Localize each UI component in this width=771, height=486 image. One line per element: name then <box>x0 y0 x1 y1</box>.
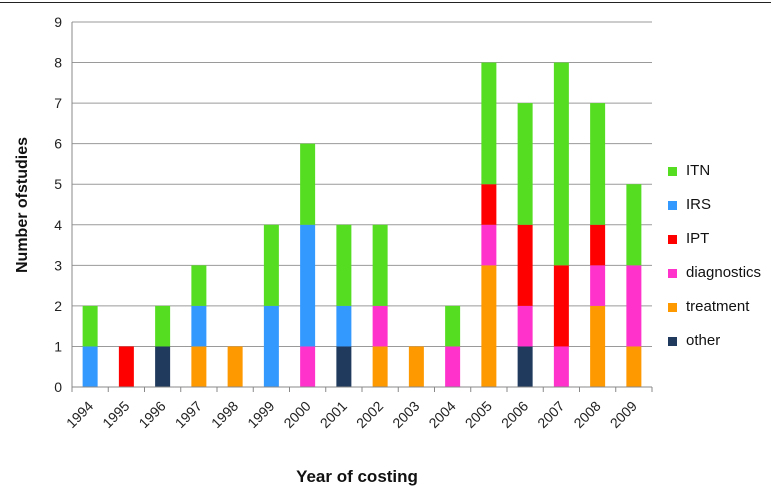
bar-1998-treatment <box>227 346 243 387</box>
bar-2008-ipt <box>590 224 606 266</box>
legend-swatch-irs <box>668 201 677 210</box>
bar-1995-ipt <box>118 346 134 387</box>
y-tick-label-8: 8 <box>54 55 62 71</box>
legend-swatch-itn <box>668 167 677 176</box>
bar-2003-treatment <box>408 346 424 387</box>
bar-2005-treatment <box>481 265 497 387</box>
x-axis-title: Year of costing <box>296 467 418 486</box>
legend-swatch-other <box>668 337 677 346</box>
bar-1994-irs <box>82 346 98 387</box>
bar-1999-itn <box>263 224 279 306</box>
bar-2006-itn <box>517 103 533 225</box>
legend-label-other: other <box>686 332 721 349</box>
legend-label-itn: ITN <box>686 162 711 179</box>
legend-label-diagnostics: diagnostics <box>686 264 762 281</box>
y-axis-title: Number ofstudies <box>14 137 31 273</box>
y-tick-labels: 0 1 2 3 4 5 6 7 8 9 <box>54 14 62 395</box>
bar-1996-other <box>155 346 171 387</box>
x-tick-label-2004: 2004 <box>425 398 458 431</box>
bar-1996-itn <box>155 305 171 347</box>
bar-2000-irs <box>300 224 316 347</box>
x-tick-label-2005: 2005 <box>462 398 495 431</box>
bar-2000-diagnostics <box>300 346 316 387</box>
bar-2001-other <box>336 346 352 387</box>
bar-1997-treatment <box>191 346 207 387</box>
y-tick-label-4: 4 <box>54 217 62 233</box>
legend-swatch-ipt <box>668 235 677 244</box>
bar-2006-other <box>517 346 533 387</box>
legend-label-irs: IRS <box>686 196 712 213</box>
bar-2005-ipt <box>481 184 497 225</box>
bar-2008-diagnostics <box>590 265 606 306</box>
x-tick-label-2008: 2008 <box>570 398 603 431</box>
bar-1997-irs <box>191 305 207 347</box>
bar-2009-itn <box>626 184 642 266</box>
y-tick-label-2: 2 <box>54 298 62 314</box>
x-tick-label-2009: 2009 <box>607 398 640 431</box>
x-tick-label-1994: 1994 <box>63 398 96 431</box>
y-tick-label-6: 6 <box>54 136 62 152</box>
legend-label-ipt: IPT <box>686 230 710 247</box>
x-tick-label-2003: 2003 <box>389 398 422 431</box>
x-tick-labels: 1994 1995 1996 1997 1998 1999 2000 2001 2002 2003… <box>63 398 640 431</box>
x-tick-label-2001: 2001 <box>317 398 350 431</box>
bar-2002-itn <box>372 224 388 306</box>
y-tick-label-3: 3 <box>54 257 62 273</box>
y-tick-label-7: 7 <box>54 95 62 111</box>
bar-2009-treatment <box>626 346 642 387</box>
x-tick-label-1997: 1997 <box>172 398 205 431</box>
x-tick-label-1998: 1998 <box>208 398 241 431</box>
bar-2008-itn <box>590 103 606 225</box>
bar-2001-itn <box>336 224 352 306</box>
y-tick-label-0: 0 <box>54 379 62 395</box>
bar-2005-diagnostics <box>481 224 497 266</box>
bar-2001-irs <box>336 305 352 347</box>
legend-swatch-treatment <box>668 303 677 312</box>
bar-1997-itn <box>191 265 207 306</box>
top-border-line <box>0 2 771 3</box>
y-tick-label-9: 9 <box>54 14 62 30</box>
legend-label-treatment: treatment <box>686 298 750 315</box>
x-tick-label-2006: 2006 <box>498 398 531 431</box>
bar-2004-itn <box>445 305 461 347</box>
bar-2006-diagnostics <box>517 305 533 347</box>
bar-2002-diagnostics <box>372 305 388 347</box>
x-tick-label-1996: 1996 <box>135 398 168 431</box>
bar-1994-itn <box>82 305 98 347</box>
bar-2000-itn <box>300 143 316 225</box>
x-tick-label-1995: 1995 <box>99 398 132 431</box>
x-tick-label-2007: 2007 <box>534 398 567 431</box>
bar-2007-diagnostics <box>553 346 569 387</box>
bar-2007-ipt <box>553 265 569 347</box>
bar-2009-diagnostics <box>626 265 642 347</box>
x-tick-label-1999: 1999 <box>244 398 277 431</box>
x-tick-label-2000: 2000 <box>280 398 313 431</box>
y-tick-label-5: 5 <box>54 176 62 192</box>
bar-2005-itn <box>481 62 497 185</box>
axes <box>71 22 652 388</box>
bar-2004-diagnostics <box>445 346 461 387</box>
bar-2008-treatment <box>590 305 606 387</box>
bar-1999-irs <box>263 305 279 387</box>
y-tick-label-1: 1 <box>54 338 62 354</box>
bar-2006-ipt <box>517 224 533 306</box>
bar-2007-itn <box>553 62 569 266</box>
bar-2002-treatment <box>372 346 388 387</box>
x-tick-label-2002: 2002 <box>353 398 386 431</box>
legend-swatch-diagnostics <box>668 269 677 278</box>
bars <box>82 62 642 387</box>
